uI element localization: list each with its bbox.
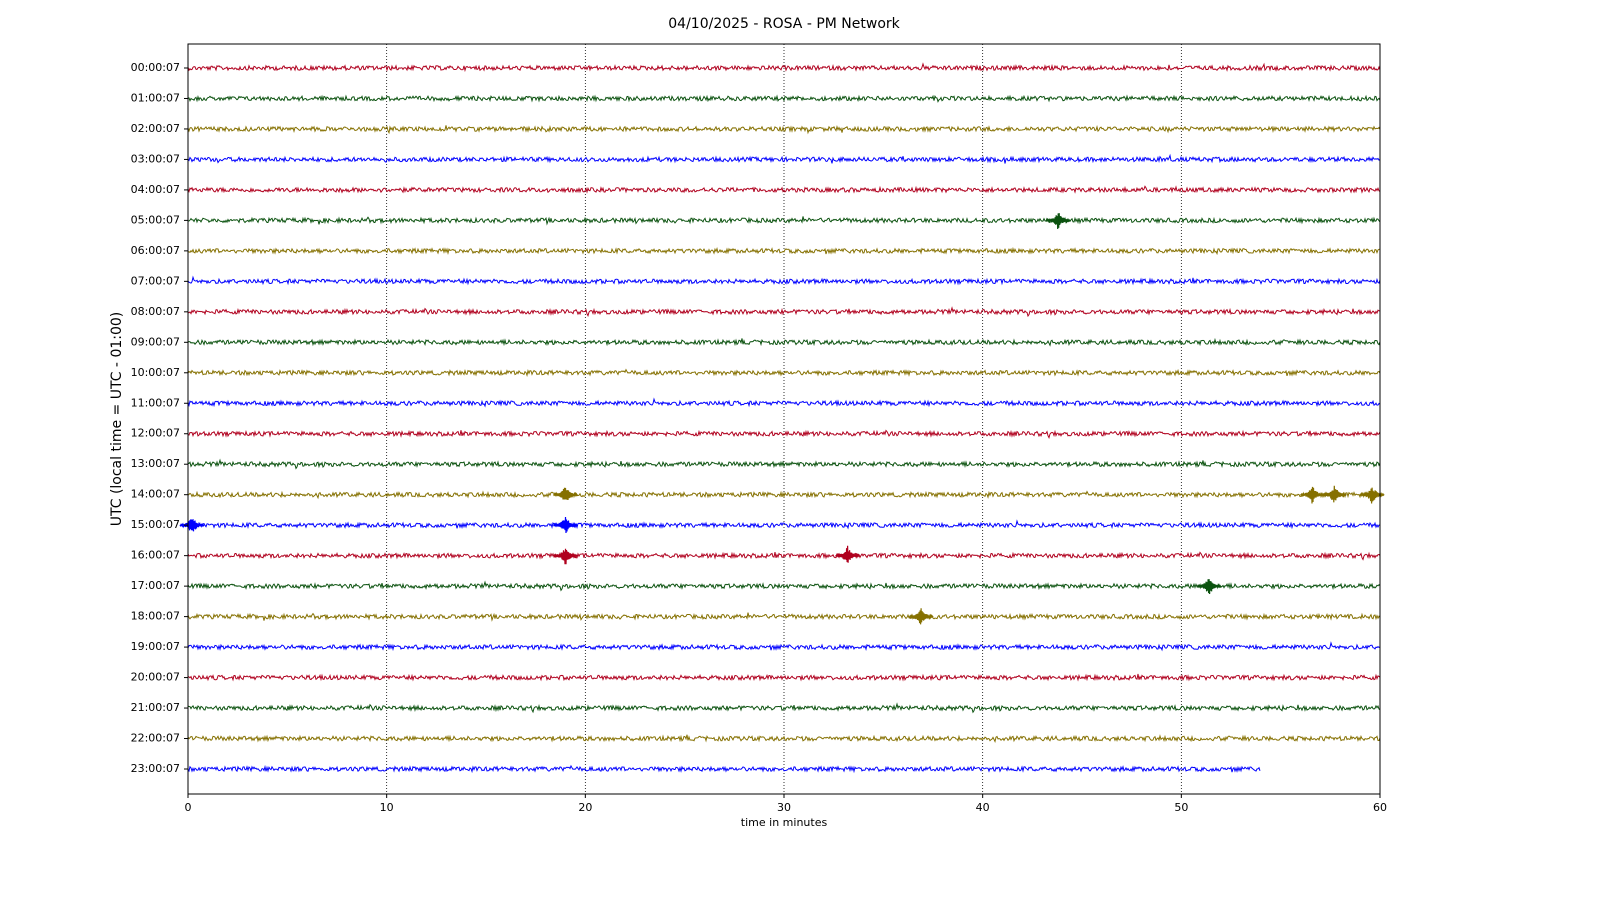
x-tick-label: 60 xyxy=(1373,801,1387,814)
trace xyxy=(187,429,1381,439)
trace xyxy=(187,246,1381,256)
y-tick-label: 02:00:07 xyxy=(131,122,180,135)
event xyxy=(552,487,578,501)
trace xyxy=(187,94,1381,103)
trace xyxy=(187,458,1381,470)
y-tick-label: 00:00:07 xyxy=(131,61,180,74)
trace xyxy=(187,185,1381,194)
y-tick-label: 03:00:07 xyxy=(131,152,180,165)
y-tick-label: 11:00:07 xyxy=(131,396,180,409)
trace xyxy=(187,368,1381,377)
event xyxy=(1196,579,1222,595)
trace xyxy=(187,580,1381,592)
x-tick-label: 30 xyxy=(777,801,791,814)
trace xyxy=(187,702,1381,714)
y-tick-label: 08:00:07 xyxy=(131,305,180,318)
y-tick-label: 16:00:07 xyxy=(131,549,180,562)
event xyxy=(553,548,579,565)
event xyxy=(1321,485,1347,503)
event xyxy=(835,545,861,563)
y-tick-label: 19:00:07 xyxy=(131,640,180,653)
trace xyxy=(187,275,1381,286)
y-tick-label: 15:00:07 xyxy=(131,518,180,531)
trace xyxy=(187,641,1381,652)
trace xyxy=(187,490,1381,500)
y-tick-label: 04:00:07 xyxy=(131,183,180,196)
trace xyxy=(187,125,1381,135)
plot-area xyxy=(179,44,1385,794)
x-tick-label: 40 xyxy=(976,801,990,814)
event xyxy=(908,608,934,625)
trace xyxy=(187,519,1381,530)
x-tick-label: 20 xyxy=(578,801,592,814)
trace xyxy=(187,764,1261,774)
y-tick-label: 22:00:07 xyxy=(131,732,180,745)
x-tick-label: 10 xyxy=(380,801,394,814)
y-tick-label: 18:00:07 xyxy=(131,610,180,623)
y-tick-label: 10:00:07 xyxy=(131,366,180,379)
trace xyxy=(187,734,1381,744)
trace xyxy=(187,306,1381,318)
trace xyxy=(187,673,1381,682)
chart-title: 04/10/2025 - ROSA - PM Network xyxy=(668,16,900,32)
y-tick-label: 20:00:07 xyxy=(131,671,180,684)
trace xyxy=(187,397,1381,408)
y-tick-label: 12:00:07 xyxy=(131,427,180,440)
trace xyxy=(187,216,1381,226)
y-tick-label: 05:00:07 xyxy=(131,213,180,226)
y-tick-label: 17:00:07 xyxy=(131,579,180,592)
event xyxy=(552,516,579,534)
y-tick-label: 07:00:07 xyxy=(131,274,180,287)
event xyxy=(1045,213,1071,230)
y-tick-label: 13:00:07 xyxy=(131,457,180,470)
trace xyxy=(187,551,1381,561)
x-axis-label: time in minutes xyxy=(741,816,828,829)
trace xyxy=(187,62,1381,73)
event xyxy=(1300,486,1326,504)
x-tick-label: 0 xyxy=(185,801,192,814)
x-tick-label: 50 xyxy=(1174,801,1188,814)
trace xyxy=(187,153,1381,164)
trace xyxy=(187,612,1381,622)
y-tick-label: 09:00:07 xyxy=(131,335,180,348)
y-tick-label: 01:00:07 xyxy=(131,91,180,104)
y-axis-label: UTC (local time = UTC - 01:00) xyxy=(109,312,125,527)
trace xyxy=(187,337,1381,347)
y-tick-label: 14:00:07 xyxy=(131,488,180,501)
y-tick-label: 21:00:07 xyxy=(131,701,180,714)
event xyxy=(179,519,205,532)
y-tick-label: 23:00:07 xyxy=(131,762,180,775)
y-tick-label: 06:00:07 xyxy=(131,244,180,257)
